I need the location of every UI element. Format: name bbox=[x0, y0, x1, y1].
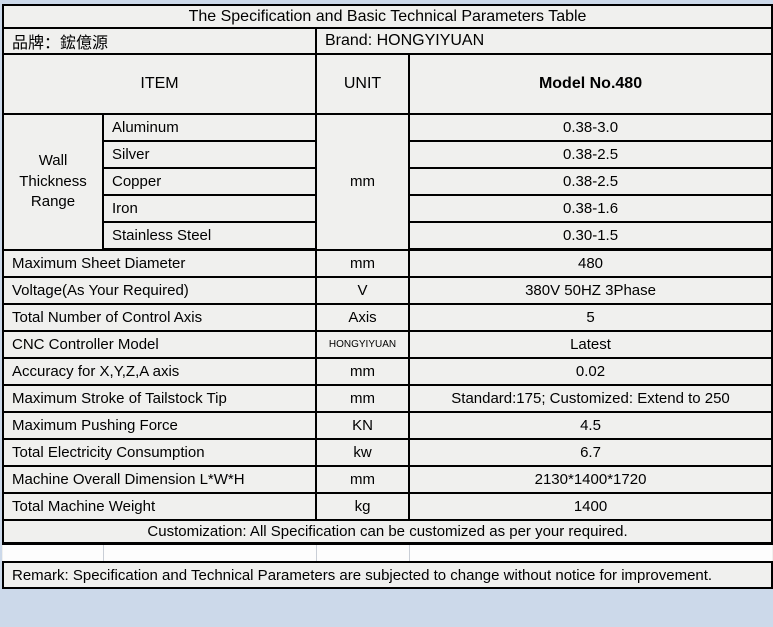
spec-value: 4.5 bbox=[407, 411, 773, 440]
spec-label: Accuracy for X,Y,Z,A axis bbox=[2, 357, 317, 386]
brand-chinese: 品牌：鋐億源 bbox=[2, 27, 317, 55]
wall-material: Iron bbox=[102, 194, 317, 223]
table-title: The Specification and Basic Technical Pa… bbox=[1, 4, 773, 29]
wall-material: Stainless Steel bbox=[102, 221, 317, 251]
column-header-unit: UNIT bbox=[315, 53, 410, 115]
spec-label: Total Machine Weight bbox=[2, 492, 317, 521]
spec-label: Maximum Sheet Diameter bbox=[2, 248, 317, 278]
wall-material: Aluminum bbox=[102, 113, 317, 142]
spec-label: Voltage(As Your Required) bbox=[2, 276, 317, 305]
wall-value: 0.38-3.0 bbox=[407, 113, 773, 142]
wall-value: 0.30-1.5 bbox=[407, 221, 773, 251]
spec-unit: Axis bbox=[315, 303, 410, 332]
spec-value: 0.02 bbox=[407, 357, 773, 386]
column-header-item: ITEM bbox=[2, 53, 317, 115]
wall-material: Silver bbox=[102, 140, 317, 169]
spec-label: Maximum Pushing Force bbox=[2, 411, 317, 440]
spec-value: 380V 50HZ 3Phase bbox=[407, 276, 773, 305]
spec-label: Total Number of Control Axis bbox=[2, 303, 317, 332]
wall-value: 0.38-2.5 bbox=[407, 140, 773, 169]
wall-value: 0.38-2.5 bbox=[407, 167, 773, 196]
spec-label: Maximum Stroke of Tailstock Tip bbox=[2, 384, 317, 413]
column-header-model: Model No.480 bbox=[407, 53, 773, 115]
spec-unit: KN bbox=[315, 411, 410, 440]
spec-unit: mm bbox=[315, 248, 410, 278]
spec-label: Total Electricity Consumption bbox=[2, 438, 317, 467]
spec-value: 480 bbox=[407, 248, 773, 278]
spec-unit: mm bbox=[315, 384, 410, 413]
specification-table: The Specification and Basic Technical Pa… bbox=[1, 4, 773, 589]
brand-english: Brand: HONGYIYUAN bbox=[314, 27, 773, 55]
spec-unit: kw bbox=[315, 438, 410, 467]
remark-note: Remark: Specification and Technical Para… bbox=[1, 561, 773, 589]
wall-thickness-unit: mm bbox=[315, 113, 410, 251]
spec-unit: kg bbox=[315, 492, 410, 521]
spec-value: 2130*1400*1720 bbox=[407, 465, 773, 494]
wall-material: Copper bbox=[102, 167, 317, 196]
spec-unit: HONGYIYUAN bbox=[315, 330, 410, 359]
spec-value: Standard:175; Customized: Extend to 250 bbox=[407, 384, 773, 413]
wall-value: 0.38-1.6 bbox=[407, 194, 773, 223]
spec-unit: mm bbox=[315, 357, 410, 386]
spec-value: Latest bbox=[407, 330, 773, 359]
spreadsheet-gap-row bbox=[3, 543, 773, 562]
spec-value: 5 bbox=[407, 303, 773, 332]
customization-note: Customization: All Specification can be … bbox=[1, 519, 773, 545]
spec-value: 6.7 bbox=[407, 438, 773, 467]
spec-label: CNC Controller Model bbox=[2, 330, 317, 359]
spec-value: 1400 bbox=[407, 492, 773, 521]
spec-label: Machine Overall Dimension L*W*H bbox=[2, 465, 317, 494]
spec-unit: mm bbox=[315, 465, 410, 494]
spec-unit: V bbox=[315, 276, 410, 305]
wall-thickness-label: Wall Thickness Range bbox=[2, 113, 104, 251]
